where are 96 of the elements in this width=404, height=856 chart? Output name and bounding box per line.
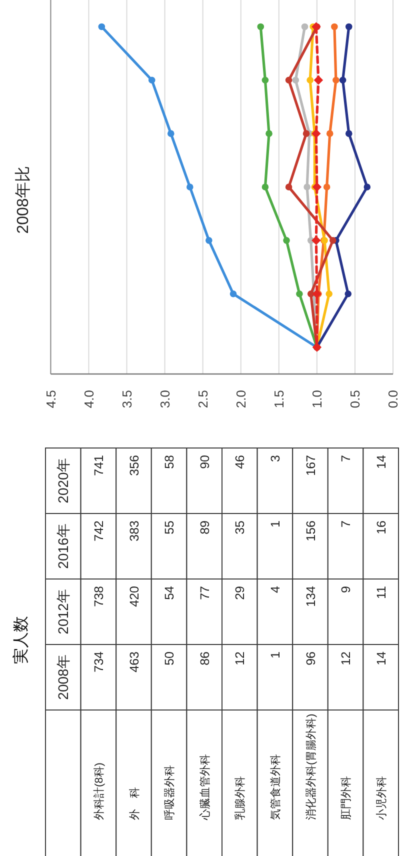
data-label: 167 [304,454,318,476]
data-label: 356 [127,454,142,476]
point [266,130,272,137]
point [312,182,322,192]
data-label: 134 [304,586,318,607]
point [167,130,174,137]
point [296,290,303,298]
point [345,23,352,30]
point [186,184,194,190]
data-label: 46 [233,454,248,469]
point [339,76,346,84]
point [326,130,334,137]
text: 2008年比 [14,166,32,234]
point [306,76,314,84]
point [230,290,237,298]
data-label: 9 [339,586,354,593]
point [330,237,336,244]
point [262,76,269,84]
point [364,184,371,190]
text: 実人数 [12,616,30,664]
point [301,23,308,30]
point [323,184,330,190]
data-label: 55 [162,520,177,534]
y-tick-label: 2008年 [55,654,72,700]
x-tick-label: 0.5 [348,390,363,408]
x-tick-label: 2.0 [234,390,249,408]
point [314,76,324,85]
point [344,290,352,298]
point [312,236,321,246]
x-tick-label: 心臓血管外科 [198,754,212,821]
x-tick-label: 0.0 [386,390,401,408]
data-label: 54 [162,586,177,600]
data-label: 58 [162,454,177,469]
data-label: 7 [339,454,354,462]
data-label: 16 [374,520,388,534]
x-tick-label: 1.5 [272,390,287,408]
data-label: 96 [304,651,318,666]
x-tick-label: 4.5 [43,390,58,408]
data-label: 156 [304,520,318,542]
data-label: 12 [339,651,354,666]
data-label: 4 [268,586,282,593]
x-tick-label: 小児外科 [374,776,388,820]
data-label: 89 [198,520,212,534]
data-label: 1 [268,520,282,528]
data-label: 734 [92,651,106,672]
point [292,76,300,84]
point [257,23,264,30]
x-tick-label: 3.0 [158,390,172,408]
data-label: 14 [374,651,388,666]
data-label: 1 [268,651,282,658]
data-label: 7 [339,520,354,528]
point [285,184,292,190]
data-label: 3 [268,454,282,462]
data-label: 11 [374,586,388,599]
x-tick-label: 1.0 [310,390,325,408]
y-tick-label: 2012年 [55,589,72,634]
point [206,237,212,244]
x-tick-label: 消化器外科(胃腸外科) [304,714,318,820]
data-label: 77 [198,586,212,600]
data-label: 738 [92,586,106,607]
data-label: 12 [233,651,248,666]
y-tick-label: 2020年 [55,458,72,504]
data-label: 90 [198,454,212,469]
x-tick-label: 乳腺外科 [234,776,247,820]
x-tick-label: 外 科 [128,787,141,820]
x-tick-label: 2.5 [196,390,211,408]
point [312,289,322,298]
data-label: 383 [127,520,142,542]
point [262,184,269,190]
data-label: 35 [233,520,248,534]
x-tick-label: 呼吸器外科 [163,765,176,820]
point [345,130,352,137]
data-label: 463 [127,651,142,672]
point [98,23,106,30]
point [304,184,310,190]
point [326,290,333,298]
point [283,237,290,244]
point [331,23,338,30]
data-label: 741 [92,454,106,476]
y-tick-label: 2016年 [55,524,72,569]
data-label: 86 [198,651,212,666]
x-tick-label: 外科計(8科) [92,762,106,820]
data-label: 29 [233,586,248,600]
x-tick-label: 肛門外科 [340,776,353,820]
data-label: 420 [127,586,142,607]
x-tick-label: 4.0 [81,390,96,408]
data-label: 742 [92,520,106,542]
point [148,76,156,84]
point [302,130,310,137]
point [312,128,321,138]
data-label: 14 [374,454,388,469]
data-label: 50 [162,651,177,666]
point [285,76,292,84]
point [332,76,340,84]
x-tick-label: 気管食道外科 [270,754,282,820]
x-tick-label: 3.5 [119,390,134,408]
